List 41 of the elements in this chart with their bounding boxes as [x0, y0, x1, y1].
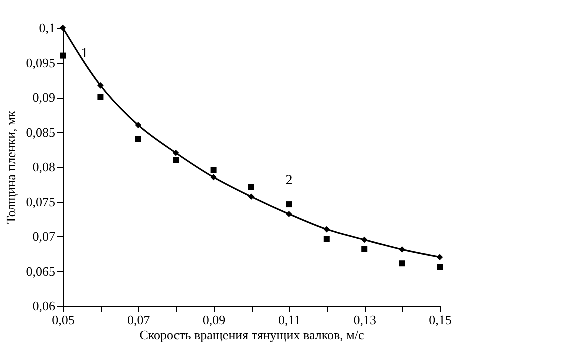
point [173, 157, 180, 164]
point [210, 167, 217, 174]
y-tick-label: 0,1 [39, 20, 56, 36]
point [172, 150, 180, 156]
x-tick-label: 0,05 [52, 312, 75, 328]
point [210, 174, 217, 181]
y-axis-title: Толщина пленки, мк [3, 110, 18, 224]
x-tick-label: 0,13 [354, 312, 376, 328]
y-tick-label: 0,065 [26, 264, 56, 279]
point [135, 122, 142, 128]
point [324, 226, 330, 233]
point [60, 24, 66, 32]
point [286, 211, 292, 218]
y-tick-label: 0,085 [26, 124, 56, 140]
y-tick-label: 0,08 [32, 160, 56, 174]
x-tick-label: 0,09 [202, 312, 226, 328]
x-tick-label: 0,11 [278, 312, 301, 328]
x-axis-title: Скорость вращения тянущих валков, м/с [140, 328, 364, 342]
point [399, 260, 406, 267]
y-tick-label: 0,06 [32, 298, 56, 314]
point [248, 184, 254, 190]
x-tick-label: 0,07 [128, 312, 151, 328]
point [60, 52, 66, 59]
y-tick-label: 0,07 [32, 229, 56, 244]
point [437, 264, 443, 270]
point [248, 194, 255, 200]
point [286, 202, 292, 208]
point [399, 246, 406, 253]
point [324, 236, 330, 242]
point [98, 94, 104, 100]
y-tick-label: 0,095 [26, 55, 56, 70]
y-tick-label: 0,075 [26, 194, 56, 210]
y-tick-label: 0,09 [32, 90, 56, 105]
point [436, 254, 444, 261]
series-label: 1 [81, 46, 88, 62]
point [362, 246, 368, 252]
point [361, 236, 368, 244]
x-tick-label: 0,15 [429, 312, 452, 328]
series-label: 2 [286, 174, 293, 189]
point [98, 82, 104, 89]
point [135, 136, 142, 142]
